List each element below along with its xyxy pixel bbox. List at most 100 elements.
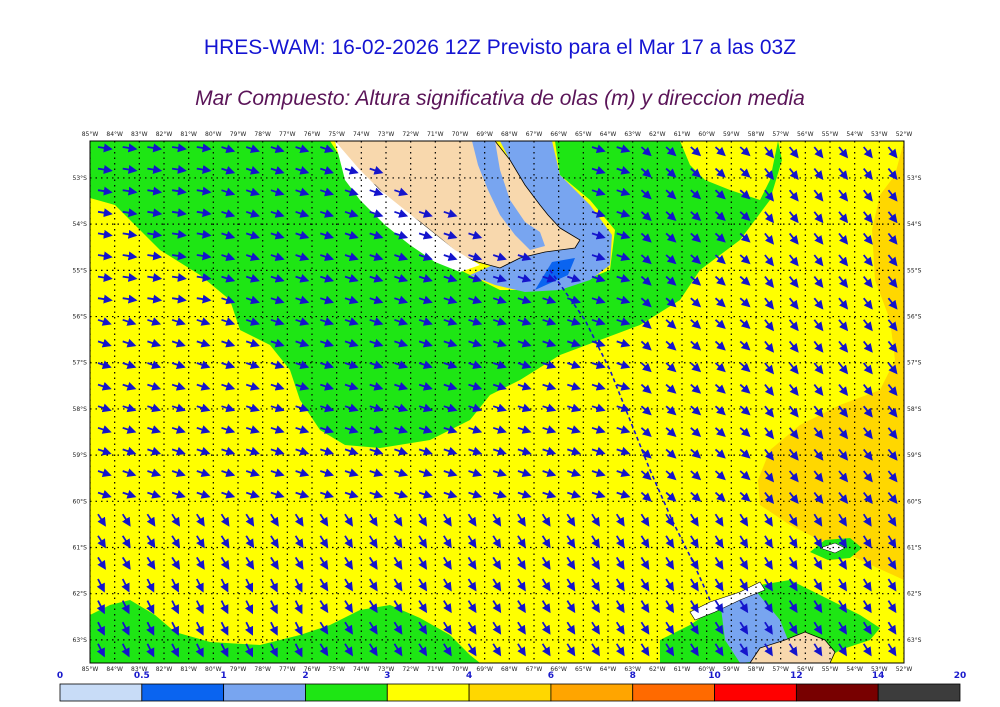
wave-direction-arrow [714, 448, 726, 459]
wave-direction-arrow [640, 643, 650, 657]
wave-direction-arrow [887, 319, 898, 332]
wave-direction-arrow [221, 144, 236, 153]
wave-direction-arrow [764, 211, 775, 224]
lon-tick-label: 82°W [156, 131, 173, 138]
wave-direction-arrow [616, 425, 631, 434]
wave-direction-arrow [714, 297, 726, 308]
wave-direction-arrow [393, 621, 403, 635]
wave-direction-arrow [244, 578, 254, 593]
wave-direction-arrow [862, 276, 873, 289]
wave-direction-arrow [344, 535, 353, 549]
wave-direction-arrow [394, 446, 409, 456]
wave-direction-arrow [122, 403, 137, 413]
colorbar-swatch [386, 683, 470, 702]
wave-direction-arrow [862, 384, 873, 397]
wave-direction-arrow [146, 643, 155, 658]
wave-direction-arrow [615, 513, 625, 527]
wave-direction-arrow [221, 230, 236, 240]
wave-direction-arrow [813, 297, 824, 310]
wave-direction-arrow [171, 294, 187, 304]
wave-direction-arrow [616, 209, 631, 218]
wave-direction-arrow [813, 362, 824, 375]
wave-direction-arrows [96, 143, 898, 658]
wave-direction-arrow [122, 382, 137, 391]
wave-direction-arrow [171, 338, 186, 348]
wave-direction-arrow [171, 251, 187, 261]
wave-direction-arrow [418, 425, 433, 434]
wave-direction-arrow [665, 513, 675, 527]
wave-direction-arrow [344, 252, 359, 261]
wave-direction-arrow [567, 295, 582, 305]
wave-direction-arrow [665, 340, 677, 351]
wave-direction-arrow [294, 643, 303, 658]
wave-direction-arrow [739, 556, 749, 570]
wave-direction-arrow [615, 600, 625, 614]
wave-direction-arrow [196, 317, 211, 326]
wave-direction-arrow [443, 295, 458, 305]
wave-direction-arrow [369, 425, 384, 434]
wave-direction-arrow [862, 211, 873, 224]
wave-direction-arrow [714, 383, 726, 394]
wave-direction-arrow [591, 295, 606, 305]
lat-tick-label: 62°S [73, 591, 88, 598]
lat-tick-label: 57°S [907, 360, 922, 367]
wave-direction-arrow [418, 403, 433, 413]
wave-direction-arrow [147, 186, 163, 196]
wave-direction-arrow [122, 490, 137, 499]
wave-direction-arrow [394, 230, 409, 240]
lon-tick-label: 54°W [846, 666, 863, 673]
wave-direction-arrow [862, 189, 873, 202]
wave-zone-2-3m-south [90, 600, 480, 663]
wave-direction-arrow [739, 427, 751, 437]
wave-direction-arrow [690, 189, 702, 200]
wave-direction-arrow [640, 319, 652, 329]
wave-direction-arrow [615, 535, 625, 549]
lat-tick-label: 56°S [907, 314, 922, 321]
wave-direction-arrow [146, 535, 156, 549]
wave-direction-arrow [640, 405, 652, 416]
wave-direction-arrow [862, 578, 872, 592]
lon-tick-label: 69°W [476, 131, 493, 138]
wave-direction-arrow [122, 208, 138, 218]
wave-direction-arrow [96, 643, 105, 658]
wave-direction-arrow [468, 317, 483, 326]
wave-direction-arrow [616, 317, 631, 326]
wave-direction-arrow [665, 448, 677, 459]
wave-direction-arrow [542, 382, 557, 391]
wave-direction-arrow [295, 274, 310, 283]
wave-direction-arrow [295, 382, 310, 391]
wave-direction-arrow [196, 556, 205, 570]
lon-tick-label: 64°W [600, 666, 617, 673]
axis-tick-labels: 85°W 85°W 84°W 84°W 83°W 83°W 82°W 82°W 81°W 81°W… [73, 131, 922, 673]
wave-direction-arrow [764, 600, 773, 614]
wave-direction-arrow [245, 209, 260, 218]
wave-direction-arrow [690, 146, 702, 157]
wave-direction-arrow [838, 384, 849, 397]
wave-direction-arrow [320, 446, 335, 456]
wave-direction-arrow [320, 166, 335, 175]
wave-direction-arrow [838, 189, 849, 202]
wave-direction-arrow [492, 338, 507, 348]
wave-direction-arrow [295, 338, 310, 348]
wave-direction-arrow [541, 535, 551, 549]
wave-direction-arrow [368, 621, 378, 635]
wave-direction-arrow [591, 187, 606, 197]
lon-tick-label: 65°W [575, 131, 592, 138]
wave-direction-arrow [566, 643, 576, 657]
lon-tick-label: 74°W [353, 666, 370, 673]
wave-direction-arrow [244, 621, 254, 636]
wave-direction-arrow [764, 297, 775, 310]
wave-direction-arrow [788, 276, 799, 289]
wave-direction-arrow [96, 578, 105, 593]
wave-direction-arrow [221, 382, 236, 391]
wave-direction-arrow [665, 535, 675, 549]
wave-direction-arrow [492, 578, 502, 592]
lon-tick-label: 72°W [402, 666, 419, 673]
wave-direction-arrow [541, 643, 551, 657]
wave-direction-arrow [319, 513, 329, 527]
wave-direction-arrow [813, 470, 824, 483]
wave-direction-arrow [344, 209, 359, 218]
wave-direction-arrow [690, 448, 702, 459]
wave-direction-arrow [665, 621, 675, 635]
wave-direction-arrow [690, 491, 702, 502]
